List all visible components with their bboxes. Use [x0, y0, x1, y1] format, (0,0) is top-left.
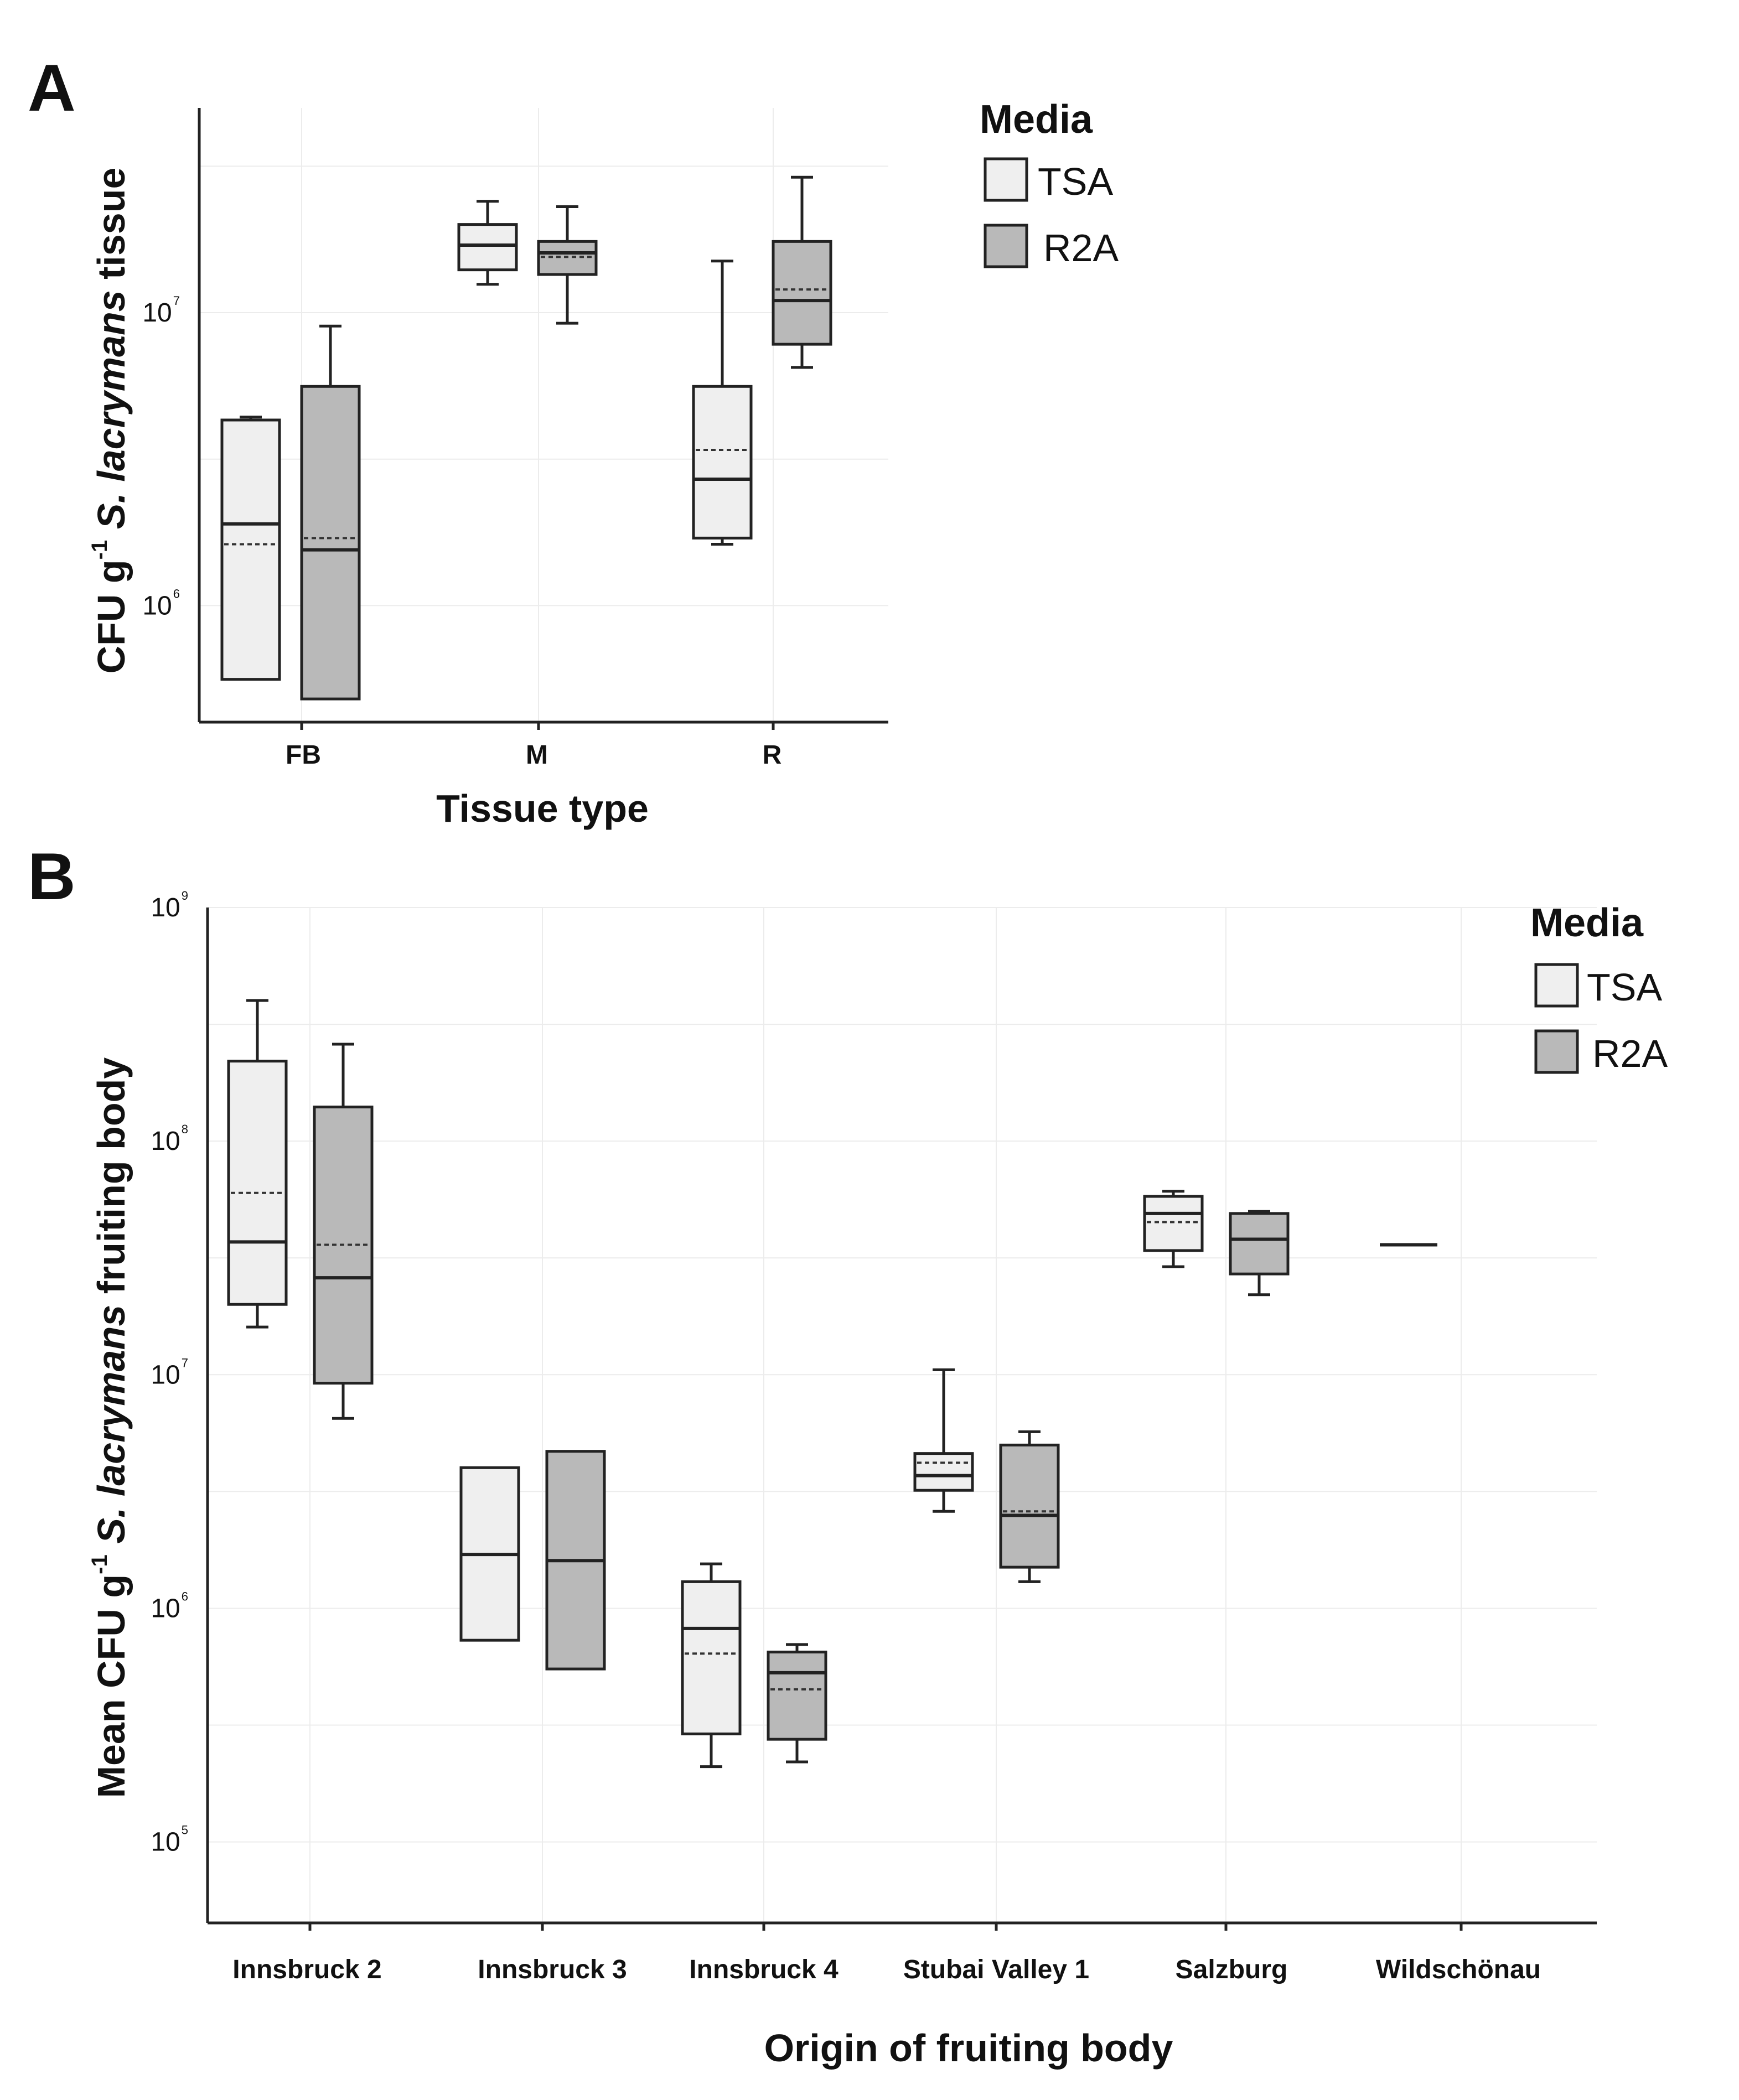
panel-a-x-label-m: M — [526, 740, 548, 770]
panel-b-x-title: Origin of fruiting body — [764, 2026, 1173, 2070]
panel-a-tsa-r-iqr — [692, 385, 753, 540]
panel-a-x-label-r: R — [763, 740, 782, 770]
panel-b-r2a-stubai-valley-1-box — [999, 1430, 1060, 1583]
panel-b-y-tick-label: 107 — [151, 1356, 188, 1389]
panel-b-tsa-salzburg-box — [1143, 1190, 1204, 1268]
panel-b-y-tick-label: 106 — [151, 1589, 188, 1623]
panel-b-tsa-innsbruck-3-box — [459, 1466, 520, 1642]
panel-b-x-ticks: Innsbruck 2 Innsbruck 3 Innsbruck 4 Stubai … — [232, 1923, 1541, 1984]
panel-a-x-ticks: FB M R — [286, 722, 781, 770]
legend-a-tsa-label: TSA — [1038, 160, 1113, 203]
panel-a-r2a-r-iqr — [772, 240, 832, 346]
panel-b-letter: B — [28, 839, 76, 914]
panel-a-letter: A — [28, 51, 76, 125]
panel-b-tsa-innsbruck-4-iqr — [681, 1580, 742, 1735]
panel-a-legend-title: Media — [980, 97, 1093, 142]
legend-a-r2a-label: R2A — [1043, 226, 1119, 269]
panel-b: B 105 106 107 108 109 Innsbruck 2 Innsbruck 3… — [28, 839, 1668, 2070]
panel-a-y-title: CFU g-1 S. lacrymans tissue — [87, 168, 133, 674]
panel-b-x-label-wildsch-nau: Wildschönau — [1376, 1955, 1541, 1984]
panel-b-tsa-innsbruck-4-box — [681, 1562, 742, 1769]
panel-b-r2a-salzburg-box — [1229, 1210, 1290, 1297]
panel-b-r2a-innsbruck-2-box — [313, 1043, 374, 1420]
panel-b-y-title: Mean CFU g-1 S. lacrymans fruiting body — [87, 1057, 133, 1798]
legend-a-tsa-swatch — [984, 157, 1028, 202]
panel-b-x-label-innsbruck-2: Innsbruck 2 — [232, 1955, 381, 1984]
panel-b-y-tick-label: 105 — [151, 1823, 188, 1857]
panel-b-y-tick-label: 108 — [151, 1122, 188, 1156]
panel-b-tsa-innsbruck-2-iqr — [227, 1060, 288, 1306]
panel-a-r2a-fb-box — [300, 324, 361, 701]
panel-b-x-label-stubai-valley-1: Stubai Valley 1 — [903, 1955, 1089, 1984]
panel-a-legend: Media TSA R2A — [980, 97, 1119, 269]
panel-a: A 106 107 FB M R Tissue type CFU g-1 S. lac… — [28, 51, 1119, 830]
panel-a-tsa-m-iqr — [457, 223, 518, 272]
panel-b-x-label-innsbruck-4: Innsbruck 4 — [689, 1955, 839, 1984]
panel-b-r2a-innsbruck-4-box — [767, 1643, 827, 1764]
panel-b-legend-title: Media — [1530, 901, 1644, 945]
legend-b-tsa-swatch — [1534, 963, 1579, 1008]
panel-a-tsa-fb-iqr — [220, 418, 281, 681]
legend-b-tsa-label: TSA — [1587, 966, 1662, 1009]
panel-a-x-title: Tissue type — [436, 787, 649, 830]
panel-b-legend: Media TSA R2A — [1530, 901, 1668, 1075]
panel-a-r2a-fb-iqr — [300, 385, 361, 701]
panel-a-tsa-r-box — [692, 260, 753, 546]
panel-b-x-label-innsbruck-3: Innsbruck 3 — [478, 1955, 627, 1984]
legend-a-r2a-swatch — [984, 224, 1028, 268]
panel-a-y-tick-label: 106 — [142, 587, 180, 620]
panel-a-boxes — [220, 175, 832, 701]
panel-b-tsa-stubai-valley-1-iqr — [913, 1452, 974, 1492]
panel-a-r2a-m-box — [537, 205, 598, 325]
panel-a-r2a-r-box — [772, 175, 832, 369]
legend-b-r2a-label: R2A — [1592, 1032, 1668, 1075]
panel-b-r2a-salzburg-iqr — [1229, 1212, 1290, 1275]
panel-b-r2a-stubai-valley-1-iqr — [999, 1443, 1060, 1569]
panel-b-tsa-innsbruck-2-box — [227, 999, 288, 1329]
panel-b-grid — [208, 907, 1597, 1923]
panel-b-y-tick-label: 109 — [151, 889, 188, 922]
panel-b-r2a-innsbruck-3-box — [545, 1450, 606, 1671]
panel-b-x-label-salzburg: Salzburg — [1176, 1955, 1288, 1984]
panel-a-tsa-fb-box — [220, 416, 281, 681]
panel-b-boxes — [227, 999, 1437, 1769]
panel-a-tsa-m-box — [457, 200, 518, 286]
panel-a-y-tick-label: 107 — [142, 294, 180, 328]
panel-b-tsa-stubai-valley-1-box — [913, 1368, 974, 1513]
panel-b-r2a-innsbruck-4-iqr — [767, 1650, 827, 1741]
panel-a-y-ticks: 106 107 — [142, 294, 180, 620]
panel-b-tsa-salzburg-iqr — [1143, 1195, 1204, 1252]
panel-b-y-ticks: 105 106 107 108 109 — [151, 889, 188, 1857]
legend-b-r2a-swatch — [1534, 1029, 1579, 1074]
panel-a-x-label-fb: FB — [286, 740, 321, 770]
